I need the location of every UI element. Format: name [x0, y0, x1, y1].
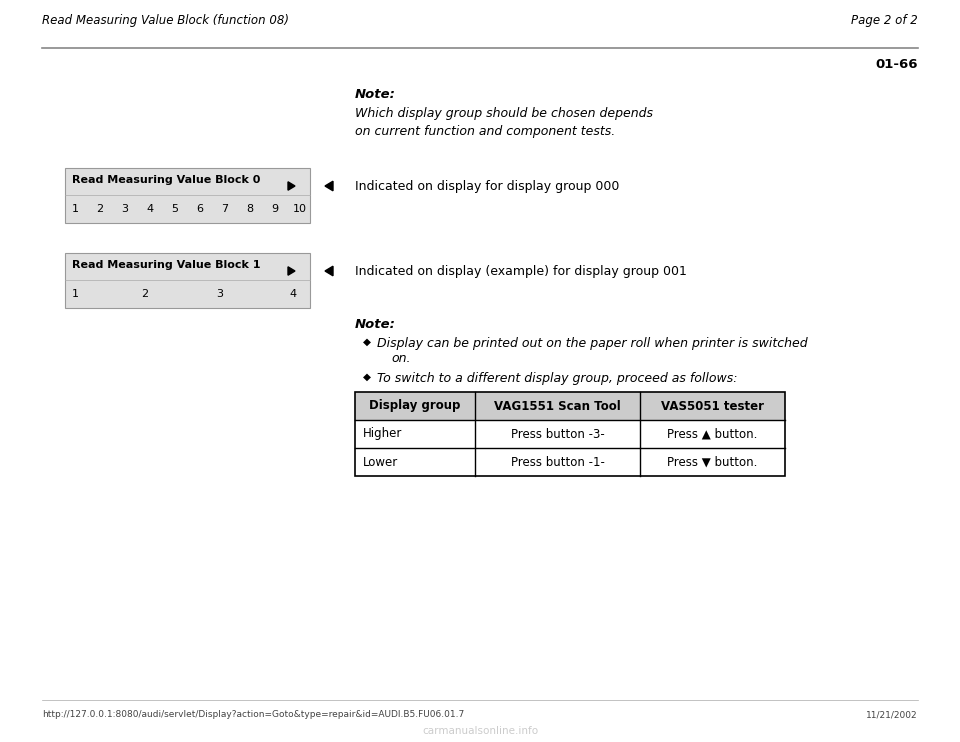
Text: Display group: Display group	[370, 399, 461, 413]
Text: Read Measuring Value Block 1: Read Measuring Value Block 1	[72, 260, 260, 270]
Text: Note:: Note:	[355, 318, 396, 331]
Text: Press ▼ button.: Press ▼ button.	[667, 456, 757, 468]
Polygon shape	[288, 267, 295, 275]
Text: 1: 1	[71, 289, 79, 299]
Text: 4: 4	[289, 289, 297, 299]
Text: ◆: ◆	[363, 372, 371, 382]
Text: 2: 2	[96, 204, 104, 214]
Text: 01-66: 01-66	[876, 58, 918, 71]
Text: VAG1551 Scan Tool: VAG1551 Scan Tool	[494, 399, 621, 413]
Text: 7: 7	[222, 204, 228, 214]
Text: 3: 3	[122, 204, 129, 214]
Text: Press button -1-: Press button -1-	[511, 456, 605, 468]
Text: ◆: ◆	[363, 337, 371, 347]
Text: Display can be printed out on the paper roll when printer is switched: Display can be printed out on the paper …	[377, 337, 807, 350]
Text: Read Measuring Value Block 0: Read Measuring Value Block 0	[72, 175, 260, 185]
Bar	[355, 392, 785, 476]
Text: Press button -3-: Press button -3-	[511, 427, 605, 441]
Text: 3: 3	[217, 289, 224, 299]
Bar	[65, 253, 310, 308]
Text: on.: on.	[391, 352, 411, 365]
Text: 2: 2	[141, 289, 149, 299]
Text: Lower: Lower	[363, 456, 398, 468]
Text: Indicated on display (example) for display group 001: Indicated on display (example) for displ…	[355, 265, 686, 278]
Text: Note:: Note:	[355, 88, 396, 101]
Text: Higher: Higher	[363, 427, 402, 441]
Polygon shape	[288, 182, 295, 190]
Text: http://127.0.0.1:8080/audi/servlet/Display?action=Goto&type=repair&id=AUDI.B5.FU: http://127.0.0.1:8080/audi/servlet/Displ…	[42, 710, 465, 719]
Text: 11/21/2002: 11/21/2002	[866, 710, 918, 719]
Text: 5: 5	[172, 204, 179, 214]
Text: 9: 9	[272, 204, 278, 214]
Text: carmanualsonline.info: carmanualsonline.info	[422, 726, 538, 736]
Text: 6: 6	[197, 204, 204, 214]
Text: VAS5051 tester: VAS5051 tester	[661, 399, 764, 413]
Text: To switch to a different display group, proceed as follows:: To switch to a different display group, …	[377, 372, 737, 385]
Text: 4: 4	[147, 204, 154, 214]
Text: 1: 1	[71, 204, 79, 214]
Text: Page 2 of 2: Page 2 of 2	[852, 14, 918, 27]
Text: 8: 8	[247, 204, 253, 214]
Text: 10: 10	[293, 204, 307, 214]
Text: Read Measuring Value Block (function 08): Read Measuring Value Block (function 08)	[42, 14, 289, 27]
Text: Indicated on display for display group 000: Indicated on display for display group 0…	[355, 180, 619, 193]
Polygon shape	[325, 181, 333, 191]
Polygon shape	[325, 266, 333, 276]
Bar	[65, 168, 310, 223]
Text: Press ▲ button.: Press ▲ button.	[667, 427, 757, 441]
Text: Which display group should be chosen depends
on current function and component t: Which display group should be chosen dep…	[355, 107, 653, 139]
Bar	[355, 392, 785, 420]
